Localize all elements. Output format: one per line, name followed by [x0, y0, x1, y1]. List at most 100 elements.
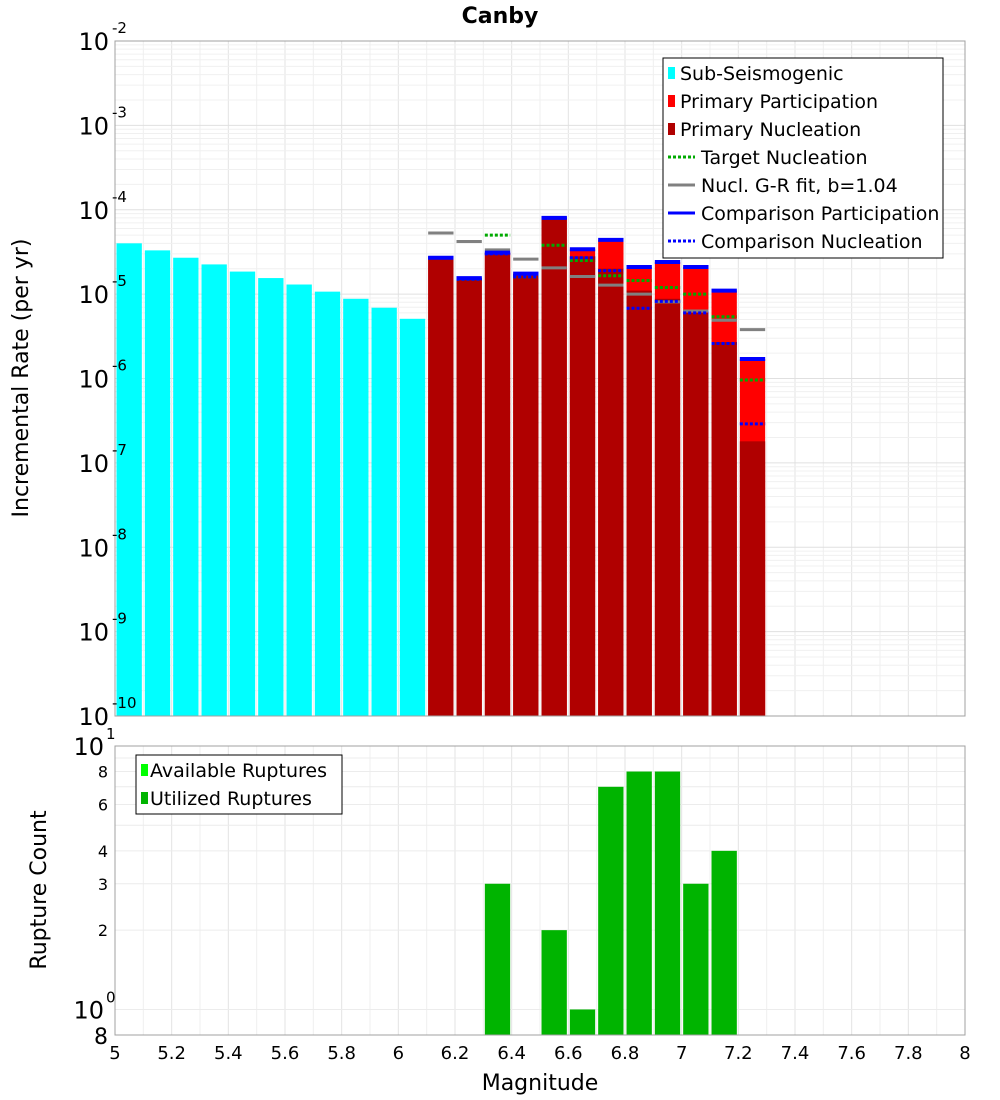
y-tick-exponent: -5	[112, 272, 127, 290]
x-tick-label: 5	[109, 1043, 120, 1064]
legend-swatch	[141, 764, 148, 776]
legend-swatch	[668, 123, 675, 135]
x-tick-label: 7.8	[894, 1043, 923, 1064]
primary-nucleation-bar	[541, 217, 567, 716]
primary-nucleation-bar	[683, 312, 709, 716]
utilized-ruptures-bar	[598, 786, 624, 1035]
sub-seismogenic-bar	[201, 264, 227, 716]
legend-swatch	[141, 792, 148, 804]
sub-seismogenic-bar	[371, 307, 397, 716]
utilized-ruptures-bar	[541, 930, 567, 1035]
plot-frame	[114, 745, 966, 1036]
y-tick-label: 10	[78, 366, 109, 394]
y-tick-label: 6	[98, 795, 108, 814]
utilized-ruptures-bar	[484, 883, 511, 1035]
x-tick-label: 7.4	[781, 1043, 810, 1064]
utilized-ruptures-bar	[711, 850, 737, 1035]
x-tick-label: 6.4	[497, 1043, 526, 1064]
primary-nucleation-bar	[569, 256, 596, 716]
y-tick-exponent: -10	[112, 694, 137, 712]
legend-swatch	[668, 95, 675, 107]
y-axis-label-bottom: Rupture Count	[27, 810, 52, 970]
x-tick-label: 5.2	[157, 1043, 186, 1064]
legend-label: Available Ruptures	[150, 760, 327, 782]
plot-frame	[114, 40, 966, 717]
primary-nucleation-bar	[513, 273, 539, 716]
sub-seismogenic-bar	[399, 318, 426, 716]
utilized-ruptures-bar	[654, 771, 681, 1035]
x-tick-label: 5.4	[214, 1043, 243, 1064]
sub-seismogenic-bar	[229, 271, 256, 716]
primary-nucleation-bar	[484, 252, 511, 716]
sub-seismogenic-bar	[116, 243, 142, 717]
x-tick-label: 7.6	[837, 1043, 866, 1064]
sub-seismogenic-bar	[314, 291, 341, 716]
sub-seismogenic-bar	[343, 298, 369, 716]
primary-nucleation-bar	[456, 278, 482, 716]
utilized-ruptures-bar	[683, 883, 709, 1035]
y-tick-exponent: -9	[112, 610, 127, 628]
y-tick-exponent: -2	[112, 19, 127, 37]
x-tick-label: 6	[393, 1043, 404, 1064]
y-tick-exponent: 1	[106, 725, 116, 743]
x-axis-label: Magnitude	[482, 1071, 599, 1096]
y-tick-exponent: -8	[112, 525, 127, 543]
utilized-ruptures-bar	[569, 1009, 596, 1035]
x-tick-label: 7	[676, 1043, 687, 1064]
legend-label: Nucl. G-R fit, b=1.04	[701, 175, 898, 197]
sub-seismogenic-bar	[286, 284, 312, 716]
legend-label: Comparison Nucleation	[701, 231, 923, 253]
y-tick-label: 10	[78, 703, 109, 731]
x-tick-label: 6.8	[611, 1043, 640, 1064]
y-tick-label: 10	[78, 112, 109, 140]
primary-nucleation-bar	[626, 290, 652, 716]
utilized-ruptures-bar	[626, 771, 652, 1035]
y-tick-label: 10	[78, 450, 109, 478]
y-tick-label: 10	[73, 996, 104, 1024]
legend-swatch	[668, 67, 675, 79]
primary-nucleation-bar	[598, 268, 624, 716]
legend-label: Primary Participation	[680, 91, 878, 113]
legend-label: Sub-Seismogenic	[680, 63, 844, 85]
x-tick-label: 5.6	[271, 1043, 300, 1064]
y-tick-exponent: 0	[106, 988, 116, 1006]
x-tick-label: 8	[959, 1043, 970, 1064]
y-tick-label: 10	[78, 197, 109, 225]
legend-box	[662, 57, 944, 259]
y-tick-label: 10	[73, 733, 104, 761]
y-tick-exponent: -3	[112, 103, 127, 121]
primary-nucleation-bar	[739, 441, 766, 716]
legend-label: Utilized Ruptures	[150, 788, 312, 810]
primary-nucleation-bar	[428, 258, 454, 716]
y-tick-label: 10	[78, 28, 109, 56]
y-tick-label: 10	[78, 619, 109, 647]
y-tick-label: 8	[98, 763, 108, 782]
legend-label: Target Nucleation	[700, 147, 868, 169]
y-tick-label: 3	[98, 875, 108, 894]
legend-label: Comparison Participation	[701, 203, 939, 225]
y-tick-label: 2	[98, 921, 108, 940]
legend-box	[135, 754, 343, 815]
sub-seismogenic-bar	[258, 278, 284, 716]
y-tick-label: 8	[94, 1025, 108, 1050]
chart-title: Canby	[462, 4, 539, 29]
y-tick-label: 4	[98, 842, 108, 861]
y-tick-exponent: -7	[112, 441, 127, 459]
x-tick-label: 5.8	[327, 1043, 356, 1064]
legend-label: Primary Nucleation	[680, 119, 861, 141]
sub-seismogenic-bar	[144, 250, 171, 717]
x-tick-label: 6.2	[441, 1043, 470, 1064]
y-axis-label-top: Incremental Rate (per yr)	[9, 239, 34, 518]
primary-nucleation-bar	[711, 342, 737, 716]
x-tick-label: 6.6	[554, 1043, 583, 1064]
y-tick-label: 10	[78, 281, 109, 309]
primary-nucleation-bar	[654, 298, 681, 716]
sub-seismogenic-bar	[173, 257, 199, 716]
x-tick-label: 7.2	[724, 1043, 753, 1064]
y-tick-exponent: -4	[112, 188, 127, 206]
y-tick-label: 10	[78, 534, 109, 562]
y-tick-exponent: -6	[112, 357, 127, 375]
